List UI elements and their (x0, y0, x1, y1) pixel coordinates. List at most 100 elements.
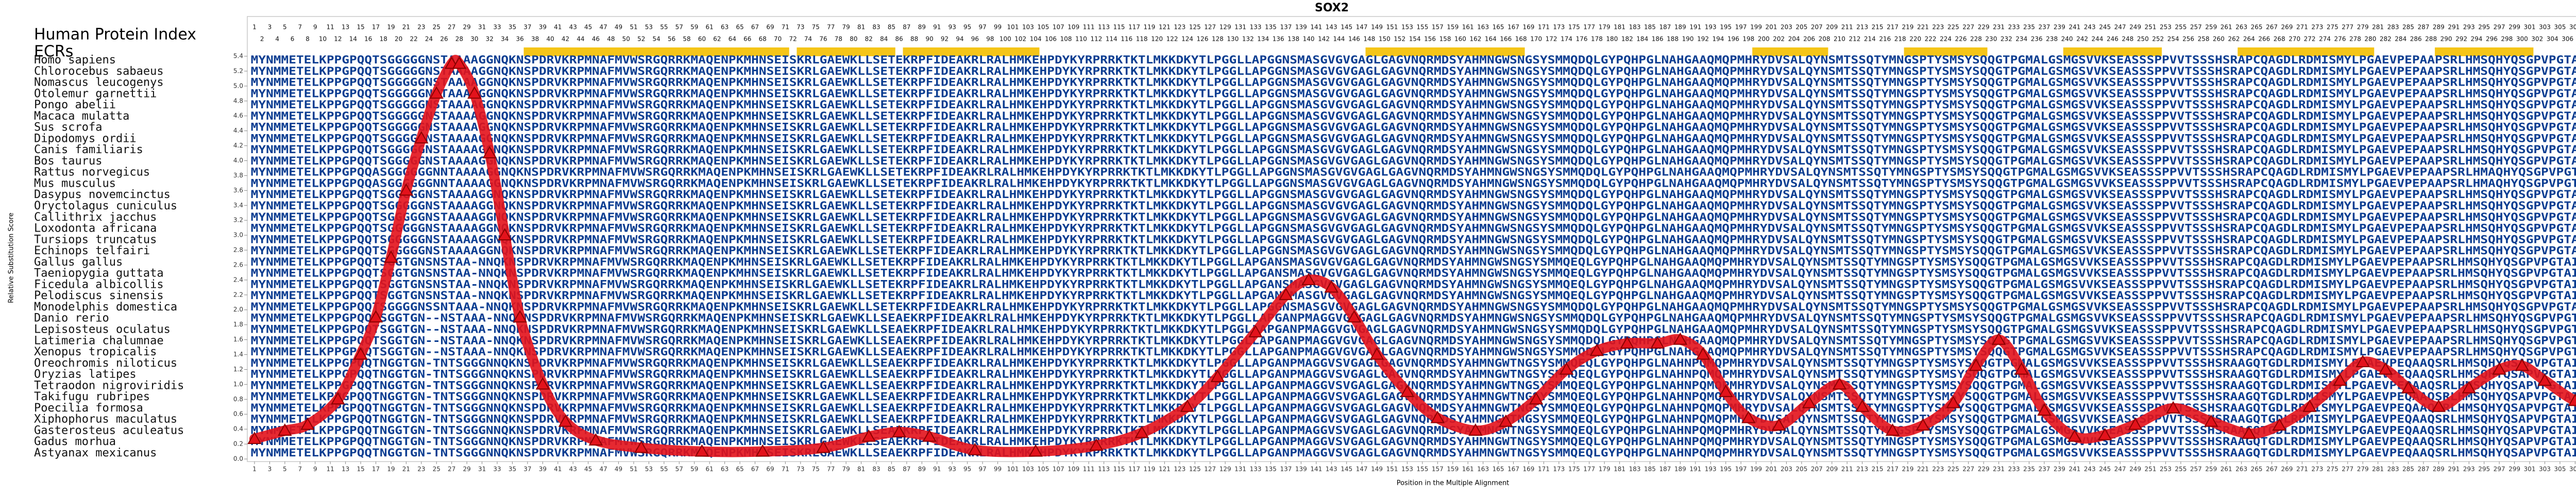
index-number: 102 (1014, 36, 1026, 43)
index-number: 283 (2387, 24, 2399, 31)
x-tick-label: 123 (1174, 466, 1185, 473)
index-number: 107 (1053, 24, 1064, 31)
sequence: MYNMMETELKPPGPQQTSGGGGGNSTAAAAGGNQKNSPDR… (251, 65, 2576, 77)
species-name: Ficedula albicollis (34, 278, 164, 291)
x-tick-label: 137 (1280, 466, 1292, 473)
index-number: 259 (2205, 24, 2217, 31)
species-name: Latimeria chalumnae (34, 334, 164, 347)
x-tick-label: 31 (478, 466, 486, 473)
score-marker (2242, 426, 2257, 439)
chart-title: SOX2 (1315, 2, 1349, 14)
sequence: MYNMMETELKPPGPQQTSGGGGGNSTAAAAGGNQKNSPDR… (251, 54, 2576, 66)
index-number: 193 (1705, 24, 1717, 31)
index-number: 198 (1742, 36, 1754, 43)
index-number: 236 (2031, 36, 2043, 43)
score-marker (2302, 399, 2317, 412)
x-tick-label: 79 (842, 466, 850, 473)
index-number: 296 (2486, 36, 2498, 43)
x-tick-label: 161 (1462, 466, 1474, 473)
sequence: MYNMMETELKPPGPQQTSGGGGGNSTAAAAGGNQKNSPDR… (251, 143, 2576, 156)
index-number: 165 (1493, 24, 1504, 31)
species-name: Macaca mulatta (34, 110, 129, 123)
ecr-bar (2063, 47, 2162, 56)
index-number: 235 (2023, 24, 2035, 31)
index-number: 157 (1432, 24, 1444, 31)
index-number: 22 (410, 36, 417, 43)
x-tick-label: 241 (2069, 466, 2080, 473)
index-number: 115 (1113, 24, 1125, 31)
y-tick-label: 2.0 (233, 306, 243, 313)
x-tick-label: 11 (327, 466, 334, 473)
index-number: 167 (1507, 24, 1519, 31)
index-number: 300 (2516, 36, 2528, 43)
index-number: 143 (1326, 24, 1337, 31)
index-number: 232 (2001, 36, 2012, 43)
score-marker (2568, 393, 2576, 406)
y-tick-label: 2.4 (233, 276, 243, 283)
x-tick-label: 203 (1781, 466, 1792, 473)
index-number: 244 (2092, 36, 2104, 43)
y-tick-label: 0.8 (233, 396, 243, 403)
index-number: 96 (971, 36, 979, 43)
index-number: 234 (2015, 36, 2027, 43)
x-tick-label: 91 (933, 466, 941, 473)
index-number: 230 (1985, 36, 1997, 43)
score-marker (2204, 414, 2218, 427)
x-tick-label: 299 (2509, 466, 2520, 473)
x-tick-label: 111 (1083, 466, 1095, 473)
score-marker (1210, 369, 1225, 382)
x-tick-label: 157 (1432, 466, 1444, 473)
y-tick-label: 4.8 (233, 97, 243, 104)
index-number: 218 (1894, 36, 1906, 43)
index-number: 159 (1447, 24, 1459, 31)
index-number: 303 (2539, 24, 2551, 31)
score-marker (1347, 310, 1362, 323)
score-marker (922, 429, 937, 442)
index-number: 202 (1773, 36, 1785, 43)
index-number: 57 (675, 24, 683, 31)
x-tick-label: 61 (706, 466, 714, 473)
index-number: 258 (2198, 36, 2210, 43)
index-number: 124 (1181, 36, 1193, 43)
score-marker (513, 310, 527, 323)
index-number: 194 (1713, 36, 1724, 43)
index-number: 220 (1909, 36, 1921, 43)
species-name: Oryzias latipes (34, 368, 137, 381)
index-number: 78 (835, 36, 842, 43)
index-number: 251 (2145, 24, 2157, 31)
score-marker (1969, 358, 1984, 371)
y-tick-label: 4.2 (233, 142, 243, 149)
x-tick-label: 267 (2266, 466, 2278, 473)
index-number: 119 (1144, 24, 1156, 31)
index-number: 302 (2531, 36, 2543, 43)
x-tick-label: 279 (2357, 466, 2369, 473)
x-tick-label: 55 (660, 466, 668, 473)
x-tick-label: 171 (1538, 466, 1550, 473)
index-number: 117 (1128, 24, 1140, 31)
x-tick-label: 229 (1978, 466, 1990, 473)
x-tick-label: 211 (1841, 466, 1853, 473)
score-marker (1916, 418, 1930, 431)
index-number: 212 (1849, 36, 1860, 43)
index-number: 32 (486, 36, 494, 43)
x-tick-label: 175 (1568, 466, 1580, 473)
index-number: 171 (1538, 24, 1550, 31)
index-number: 94 (956, 36, 963, 43)
score-marker (535, 377, 550, 390)
sequence: MYNMMETELKPPGPQQTSGGTGNSNSTAA-NNQKNSPDRV… (251, 267, 2576, 280)
index-number: 58 (683, 36, 690, 43)
index-number: 131 (1234, 24, 1246, 31)
index-number: 126 (1197, 36, 1209, 43)
x-tick-label: 65 (736, 466, 743, 473)
index-number: 196 (1727, 36, 1739, 43)
x-tick-label: 155 (1416, 466, 1428, 473)
index-number: 274 (2319, 36, 2331, 43)
score-marker (2037, 403, 2052, 416)
sequence: MYNMMETELKPPGPQQASGGGGGGNNTAAAAGGNQKNSPD… (251, 166, 2576, 178)
index-number: 209 (1826, 24, 1838, 31)
index-number: 103 (1022, 24, 1034, 31)
score-marker (1180, 399, 1195, 412)
x-tick-label: 219 (1902, 466, 1914, 473)
sequence: MYNMMETELKPPGPQQTSGGGGGNSTAAAAGGNQKNSPDR… (251, 87, 2576, 100)
index-number: 190 (1682, 36, 1694, 43)
